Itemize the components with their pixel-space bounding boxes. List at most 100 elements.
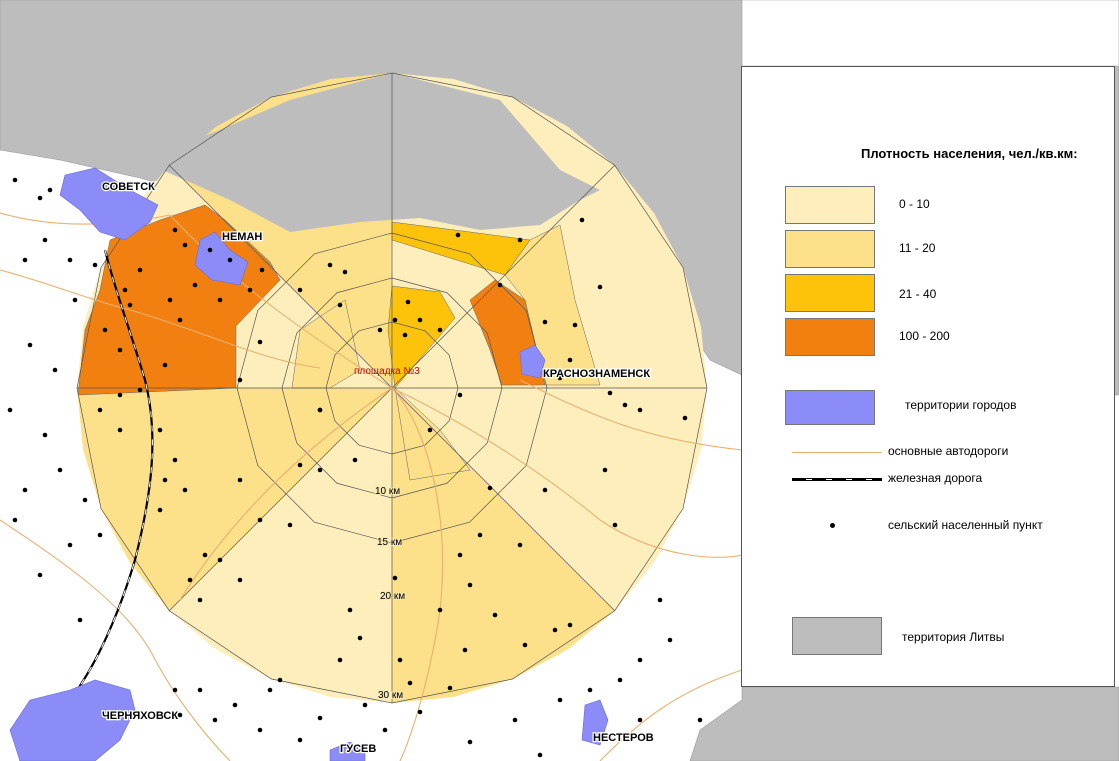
legend-label-21-40: 21 - 40: [899, 287, 937, 301]
density-zone-11-20: [504, 224, 601, 386]
road: [519, 379, 743, 451]
settlement-dot: [172, 457, 178, 463]
settlement-dot: [347, 607, 353, 613]
legend-label-100-200: 100 - 200: [899, 329, 950, 343]
settlement-dot: [427, 427, 433, 433]
settlement-dot: [477, 532, 483, 538]
settlement-dot: [92, 262, 98, 268]
settlement-dot: [317, 407, 323, 413]
settlement-dot: [342, 269, 348, 275]
settlement-dot: [187, 577, 193, 583]
city-territory-sovetsk: [59, 167, 159, 241]
settlement-dot: [537, 752, 543, 758]
settlement-dot: [542, 319, 548, 325]
legend-road-symbol: [792, 452, 882, 453]
settlement-dot: [157, 507, 163, 513]
city-label-krasnoznamensk: КРАСНОЗНАМЕНСК: [543, 368, 650, 380]
legend-label-11-20: 11 - 20: [899, 241, 936, 255]
settlement-dot: [162, 477, 168, 483]
settlement-dot: [157, 427, 163, 433]
settlement-dot: [587, 687, 593, 693]
city-label-sovetsk: СОВЕТСК: [102, 181, 155, 193]
legend-swatch-0-10: [785, 186, 875, 224]
road: [179, 387, 393, 601]
settlement-dot: [637, 407, 643, 413]
settlement-dot: [497, 282, 503, 288]
legend-label-roads: основные автодороги: [888, 444, 1009, 458]
settlement-dot: [455, 232, 461, 238]
ring-label-20: 20 км: [380, 591, 405, 602]
legend-swatch-100-200: [785, 318, 875, 356]
settlement-dot: [182, 242, 188, 248]
settlement-dot: [257, 727, 263, 733]
legend-swatch-11-20: [785, 230, 875, 268]
settlement-dot: [237, 577, 243, 583]
settlement-dot: [232, 702, 238, 708]
settlement-dot: [122, 287, 128, 293]
settlement-dot: [437, 607, 443, 613]
settlement-dot: [405, 299, 411, 305]
settlement-dot: [467, 739, 473, 745]
settlement-dot: [377, 327, 383, 333]
ring-label-10: 10 км: [375, 486, 400, 497]
city-label-chernyakhovsk: ЧЕРНЯХОВСК: [102, 710, 178, 722]
sector-boundary: [391, 387, 615, 611]
settlement-dot: [297, 462, 303, 468]
rural-settlements: [7, 177, 703, 758]
settlement-dot: [257, 517, 263, 523]
lithuania-overlap: [140, 73, 600, 232]
settlement-dot: [52, 367, 58, 373]
settlement-dot: [237, 477, 243, 483]
settlement-dot: [137, 267, 143, 273]
settlement-dot: [27, 342, 33, 348]
settlement-dot: [637, 717, 643, 723]
settlement-dot: [67, 257, 73, 263]
settlement-dot: [297, 737, 303, 743]
city-label-gusev: ГУСЕВ: [340, 743, 376, 755]
settlement-dot: [117, 427, 123, 433]
settlement-dot: [557, 697, 563, 703]
settlement-dot: [177, 317, 183, 323]
ring-label-15: 15 км: [377, 537, 402, 548]
settlement-dot: [97, 407, 103, 413]
settlement-dot: [607, 390, 613, 396]
settlement-dot: [47, 187, 53, 193]
road: [0, 519, 231, 761]
settlement-dot: [467, 582, 473, 588]
settlement-dot: [327, 262, 333, 268]
settlement-dot: [237, 377, 243, 383]
settlement-dot: [7, 407, 13, 413]
density-sector: [169, 388, 392, 703]
settlement-dot: [492, 612, 498, 618]
settlement-dot: [657, 597, 663, 603]
zone-grid: [76, 72, 708, 704]
settlement-dot: [172, 687, 178, 693]
ring-label-30: 30 км: [378, 690, 403, 701]
settlement-dot: [637, 657, 643, 663]
settlement-dot: [407, 680, 413, 686]
settlement-dot: [567, 622, 573, 628]
settlement-dot: [617, 677, 623, 683]
settlement-dot: [567, 357, 573, 363]
settlement-dot: [667, 637, 673, 643]
settlement-dot: [557, 375, 563, 381]
settlement-dot: [572, 322, 578, 328]
settlement-dot: [42, 432, 48, 438]
settlement-dot: [392, 317, 398, 323]
settlement-dot: [167, 297, 173, 303]
settlement-dot: [447, 685, 453, 691]
legend-railway-symbol: [792, 478, 882, 481]
settlement-dot: [522, 642, 528, 648]
legend-label-settlement: сельский населенный пункт: [888, 518, 1043, 532]
road: [391, 387, 743, 558]
settlement-dot: [67, 542, 73, 548]
legend-label-0-10: 0 - 10: [899, 197, 930, 211]
settlement-dot: [267, 687, 273, 693]
settlement-dot: [259, 267, 265, 273]
settlement-dot: [542, 487, 548, 493]
settlement-dot: [77, 617, 83, 623]
settlement-dot: [337, 657, 343, 663]
sector-boundary: [169, 387, 393, 611]
settlement-dot: [517, 237, 523, 243]
settlement-dot: [22, 257, 28, 263]
